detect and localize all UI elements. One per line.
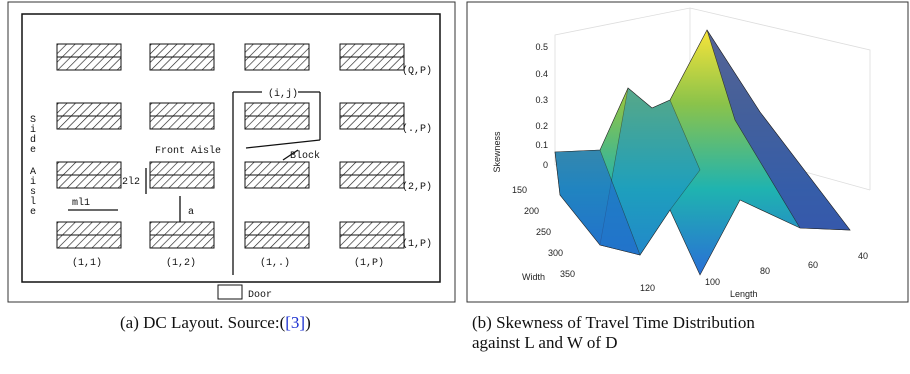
z-tick-label: 0.1	[535, 140, 548, 150]
side-aisle-letter: i	[30, 124, 36, 136]
citation[interactable]: [3]	[285, 313, 306, 332]
rack	[56, 161, 122, 176]
rack	[56, 115, 122, 130]
rack	[56, 221, 122, 236]
label: (1,P)	[354, 257, 384, 269]
ticks: 0.5 0.4 0.3 0.2 0.1 0 150 200 250 300 350 120 100 80 6…	[512, 42, 868, 293]
caption-text: )	[305, 313, 311, 332]
rack	[149, 174, 215, 189]
x-label: Length	[730, 289, 758, 299]
rack	[339, 115, 405, 130]
caption-text: (a) DC Layout. Source:(	[120, 313, 286, 332]
label: Door	[248, 290, 272, 301]
rack	[149, 161, 215, 176]
caption-b: (b) Skewness of Travel Time Distribution…	[472, 313, 910, 353]
rack	[339, 174, 405, 189]
z-tick-label: 0.2	[535, 121, 548, 131]
label: a	[188, 207, 194, 218]
label: (1,2)	[166, 257, 196, 269]
rack	[244, 115, 310, 130]
rack	[244, 56, 310, 71]
label: (2,P)	[402, 181, 432, 193]
rack	[56, 174, 122, 189]
rack	[244, 221, 310, 236]
rack	[56, 234, 122, 249]
y-tick-label: 350	[560, 269, 575, 279]
arrows	[68, 91, 321, 275]
plot-text: Skewness Width Length	[492, 131, 758, 299]
z-tick-label: 0.3	[535, 95, 548, 105]
rack	[339, 56, 405, 71]
label: Front Aisle	[155, 145, 221, 157]
label: (1,1)	[72, 257, 102, 269]
caption-a: (a) DC Layout. Source:([3])	[120, 313, 311, 333]
label: (1,P)	[402, 238, 432, 250]
rack	[244, 174, 310, 189]
surface	[554, 29, 851, 276]
side-aisle-letter: d	[30, 134, 36, 146]
rack	[339, 102, 405, 117]
label: (1,.)	[260, 257, 290, 269]
rack	[244, 102, 310, 117]
side-aisle-letter: e	[30, 145, 36, 156]
x-tick-label: 80	[760, 266, 770, 276]
rack	[244, 161, 310, 176]
rack	[149, 102, 215, 117]
rack	[339, 161, 405, 176]
y-tick-label: 250	[536, 227, 551, 237]
racks	[56, 43, 405, 249]
y-tick-label: 150	[512, 185, 527, 195]
side-aisle-letter: S	[30, 115, 36, 126]
label: (Q,P)	[402, 65, 432, 77]
side-aisle-letter: A	[30, 167, 36, 178]
y-tick-label: 300	[548, 248, 563, 258]
label: (i,j)	[268, 88, 298, 100]
label: Block	[290, 150, 320, 162]
layout-outline	[21, 13, 441, 283]
z-label: Skewness	[492, 131, 502, 173]
x-tick-label: 100	[705, 277, 720, 287]
x-tick-label: 40	[858, 251, 868, 261]
z-tick-label: 0.5	[535, 42, 548, 52]
x-tick-label: 60	[808, 260, 818, 270]
rack	[56, 43, 122, 58]
label: 2l2	[122, 176, 140, 188]
rack	[244, 43, 310, 58]
layout-labels: (Q,P) (.,P) (2,P) (1,P) (i,j) Front Aisl…	[72, 65, 432, 301]
rack	[339, 221, 405, 236]
y-tick-label: 200	[524, 206, 539, 216]
rack	[149, 221, 215, 236]
rack	[149, 234, 215, 249]
y-label: Width	[522, 272, 545, 282]
rack	[56, 102, 122, 117]
door-box	[217, 284, 243, 300]
side-aisle-letter: i	[30, 176, 36, 188]
label: (.,P)	[402, 123, 432, 135]
side-aisle-letter: l	[30, 196, 36, 208]
side-aisle-letter: s	[30, 187, 36, 198]
z-tick-label: 0	[543, 160, 548, 170]
caption-line: (b) Skewness of Travel Time Distribution	[472, 313, 755, 332]
rack	[149, 115, 215, 130]
rack	[339, 43, 405, 58]
caption-line: against L and W of D	[472, 333, 618, 352]
label: ml1	[72, 197, 90, 209]
x-tick-label: 120	[640, 283, 655, 293]
side-aisle-letter: e	[30, 207, 36, 218]
rack	[244, 234, 310, 249]
rack	[339, 234, 405, 249]
rack	[149, 56, 215, 71]
rack	[149, 43, 215, 58]
rack	[56, 56, 122, 71]
z-tick-label: 0.4	[535, 69, 548, 79]
